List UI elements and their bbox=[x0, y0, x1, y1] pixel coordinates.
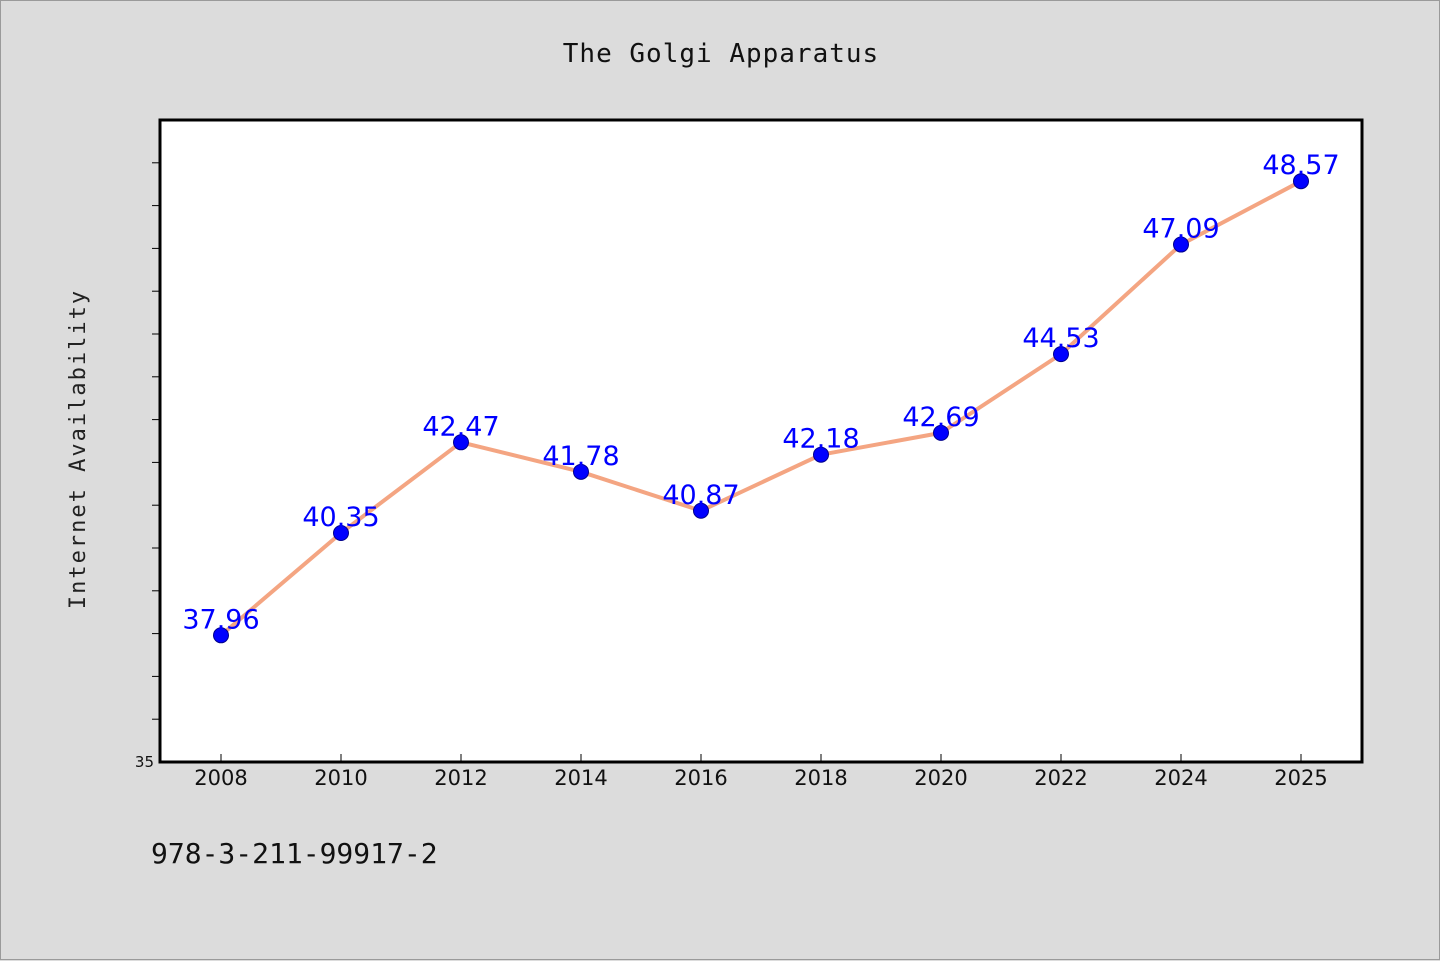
data-point-marker bbox=[1173, 236, 1189, 253]
data-label: 48.57 bbox=[1262, 150, 1339, 181]
data-point-marker bbox=[933, 424, 949, 441]
data-label: 41.78 bbox=[542, 441, 619, 472]
series-line-group bbox=[219, 179, 1303, 638]
markers-group bbox=[213, 173, 1309, 644]
data-point-marker bbox=[333, 525, 349, 542]
y-tick-label: 35 bbox=[135, 753, 154, 771]
chart-title: The Golgi Apparatus bbox=[563, 39, 879, 69]
data-label: 42.69 bbox=[902, 402, 979, 433]
data-label: 40.35 bbox=[302, 502, 379, 533]
x-tick-label: 2020 bbox=[914, 766, 967, 790]
data-label: 40.87 bbox=[662, 480, 739, 511]
x-tick-label: 2018 bbox=[794, 766, 847, 790]
data-point-marker bbox=[693, 502, 709, 519]
y-axis-label: Internet Availability bbox=[66, 289, 91, 609]
data-label: 47.09 bbox=[1142, 214, 1219, 245]
x-tick-label: 2016 bbox=[674, 766, 727, 790]
x-axis-ticks: 2008 2010 2012 2014 2016 2018 2020 2022 2024 2025 bbox=[194, 754, 1328, 790]
data-label: 42.47 bbox=[422, 411, 499, 442]
x-tick-label: 2008 bbox=[194, 766, 247, 790]
plot-area bbox=[158, 118, 1364, 764]
x-tick-label: 2010 bbox=[314, 766, 367, 790]
data-point-marker bbox=[813, 446, 829, 463]
x-tick-label: 2014 bbox=[554, 766, 607, 790]
isbn-footer: 978-3-211-99917-2 bbox=[151, 837, 438, 870]
data-label: 37.96 bbox=[182, 604, 259, 635]
y-axis-ticks bbox=[152, 162, 160, 720]
data-point-marker bbox=[1053, 346, 1069, 363]
data-labels-group: 37.96 40.35 42.47 41.78 40.87 42.18 42.69 44.53… bbox=[182, 150, 1339, 635]
data-label: 44.53 bbox=[1022, 323, 1099, 354]
x-tick-label: 2022 bbox=[1034, 766, 1087, 790]
data-point-marker bbox=[573, 463, 589, 480]
data-point-marker bbox=[1293, 173, 1309, 190]
x-tick-label: 2012 bbox=[434, 766, 487, 790]
data-point-marker bbox=[213, 627, 229, 644]
data-point-marker bbox=[453, 434, 469, 451]
x-tick-label: 2025 bbox=[1274, 766, 1327, 790]
data-label: 42.18 bbox=[782, 424, 859, 455]
series-line bbox=[219, 179, 1303, 638]
x-tick-label: 2024 bbox=[1154, 766, 1207, 790]
